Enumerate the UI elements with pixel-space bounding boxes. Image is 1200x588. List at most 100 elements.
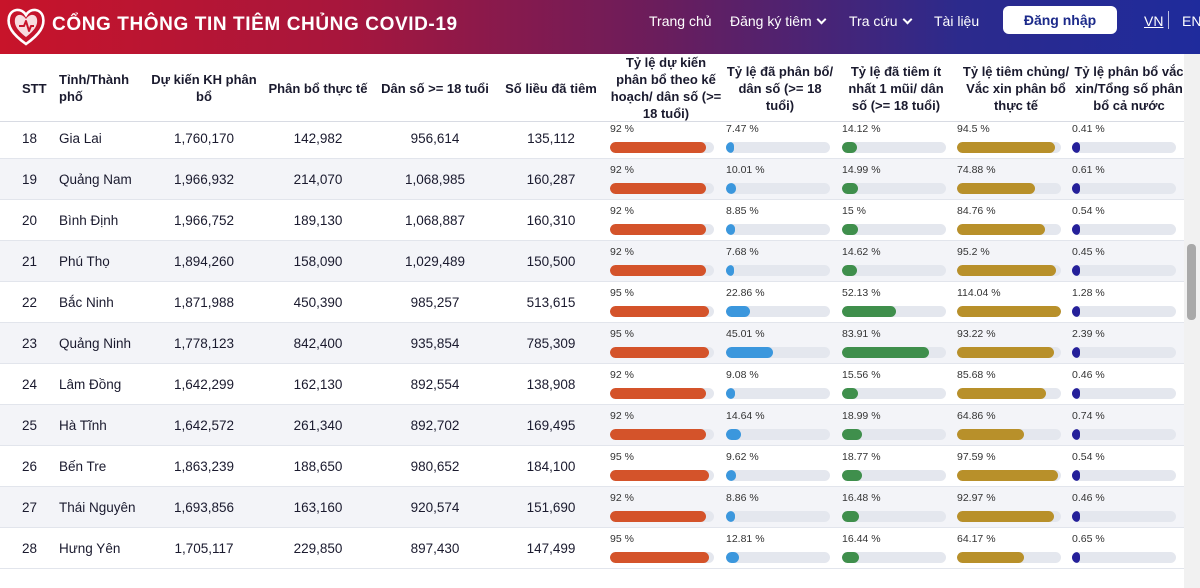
rate-dose1-progress-track: [842, 183, 946, 194]
rate-used-label: 85.68 %: [957, 369, 996, 381]
rate-used-cell: 64.17 %: [957, 532, 1061, 566]
rate-dose1-label: 18.77 %: [842, 451, 881, 463]
site-title[interactable]: CỔNG THÔNG TIN TIÊM CHỦNG COVID-19: [52, 14, 458, 35]
cell-stt: 27: [22, 500, 38, 515]
rate-national-progress-fill: [1072, 388, 1080, 399]
lang-en-link[interactable]: EN: [1182, 13, 1200, 29]
rate-national-progress-track: [1072, 224, 1176, 235]
col-header-province[interactable]: Tỉnh/Thành phố: [59, 72, 130, 104]
cell-doses: 160,310: [526, 213, 576, 228]
heart-logo-icon[interactable]: [6, 4, 46, 48]
cell-doses: 150,500: [526, 254, 576, 269]
table-row[interactable]: 26 Bến Tre 1,863,239 188,650 980,652 184,100 9…: [0, 446, 1184, 487]
rate-dose1-progress-fill: [842, 265, 858, 276]
rate-used-progress-track: [957, 224, 1061, 235]
cell-province: Bến Tre: [59, 459, 107, 474]
rate-used-progress-track: [957, 429, 1061, 440]
rate-used-cell: 74.88 %: [957, 163, 1061, 197]
scrollbar-track[interactable]: [1184, 54, 1200, 588]
rate-alloc-progress-track: [726, 224, 830, 235]
table-row[interactable]: 24 Lâm Đồng 1,642,299 162,130 892,554 138,908…: [0, 364, 1184, 405]
nav-register-label: Đăng ký tiêm: [730, 13, 812, 29]
rate-used-cell: 85.68 %: [957, 368, 1061, 402]
table-row[interactable]: 20 Bình Định 1,966,752 189,130 1,068,887 160,…: [0, 200, 1184, 241]
rate-alloc-cell: 8.85 %: [726, 204, 830, 238]
rate-used-progress-fill: [957, 265, 1056, 276]
nav-home[interactable]: Trang chủ: [649, 13, 712, 29]
nav-lookup[interactable]: Tra cứu: [849, 13, 912, 29]
table-row[interactable]: 28 Hưng Yên 1,705,117 229,850 897,430 147,499…: [0, 528, 1184, 569]
rate-used-progress-fill: [957, 347, 1054, 358]
scrollbar-thumb[interactable]: [1187, 244, 1196, 320]
cell-province: Phú Thọ: [59, 254, 110, 269]
cell-plan: 1,760,170: [173, 131, 235, 146]
rate-dose1-cell: 14.12 %: [842, 122, 946, 156]
rate-dose1-label: 16.48 %: [842, 492, 881, 504]
table-row[interactable]: 18 Gia Lai 1,760,170 142,982 956,614 135,112 9…: [0, 118, 1184, 159]
cell-doses: 169,495: [526, 418, 576, 433]
rate-used-label: 93.22 %: [957, 328, 996, 340]
table-row[interactable]: 25 Hà Tĩnh 1,642,572 261,340 892,702 169,495 9…: [0, 405, 1184, 446]
rate-dose1-progress-track: [842, 142, 946, 153]
nav-documents[interactable]: Tài liệu: [934, 13, 979, 29]
cell-stt: 28: [22, 541, 38, 556]
table-row[interactable]: 23 Quảng Ninh 1,778,123 842,400 935,854 785,3…: [0, 323, 1184, 364]
col-header-rate-national[interactable]: Tỷ lệ phân bổ vắc xin/Tổng số phân bổ cả…: [1074, 63, 1184, 113]
rate-national-label: 0.46 %: [1072, 369, 1105, 381]
cell-actual: 189,130: [293, 213, 343, 228]
cell-population: 956,614: [410, 131, 460, 146]
rate-national-cell: 0.45 %: [1072, 245, 1176, 279]
cell-population: 892,702: [410, 418, 460, 433]
rate-plan-progress-fill: [610, 388, 706, 399]
rate-alloc-cell: 14.64 %: [726, 409, 830, 443]
col-header-rate-used[interactable]: Tỷ lệ tiêm chủng/ Vắc xin phân bổ thực t…: [962, 63, 1070, 113]
rate-alloc-progress-track: [726, 388, 830, 399]
col-header-actual[interactable]: Phân bổ thực tế: [268, 80, 368, 96]
table-row[interactable]: 22 Bắc Ninh 1,871,988 450,390 985,257 513,615…: [0, 282, 1184, 323]
rate-national-label: 0.65 %: [1072, 533, 1105, 545]
table-row[interactable]: 19 Quảng Nam 1,966,932 214,070 1,068,985 160,…: [0, 159, 1184, 200]
rate-plan-label: 95 %: [610, 533, 634, 545]
login-button[interactable]: Đăng nhập: [1003, 6, 1117, 34]
rate-used-progress-track: [957, 347, 1061, 358]
rate-used-progress-track: [957, 306, 1061, 317]
cell-population: 892,554: [410, 377, 460, 392]
cell-actual: 158,090: [293, 254, 343, 269]
rate-alloc-progress-fill: [726, 552, 740, 563]
rate-plan-label: 92 %: [610, 246, 634, 258]
cell-province: Hưng Yên: [59, 541, 121, 556]
cell-doses: 151,690: [526, 500, 576, 515]
rate-dose1-progress-track: [842, 470, 946, 481]
col-header-doses[interactable]: Số liều đã tiêm: [505, 80, 597, 96]
rate-dose1-progress-fill: [842, 142, 857, 153]
rate-used-progress-fill: [957, 142, 1056, 153]
lang-vn-link[interactable]: VN: [1144, 13, 1164, 29]
rate-alloc-cell: 22.86 %: [726, 286, 830, 320]
cell-province: Lâm Đồng: [59, 377, 122, 392]
chevron-down-icon: [816, 14, 827, 24]
col-header-plan[interactable]: Dự kiến KH phân bổ: [151, 72, 257, 104]
rate-national-cell: 1.28 %: [1072, 286, 1176, 320]
rate-dose1-label: 14.99 %: [842, 164, 881, 176]
cell-province: Thái Nguyên: [59, 500, 136, 515]
table-row[interactable]: 27 Thái Nguyên 1,693,856 163,160 920,574 151,…: [0, 487, 1184, 528]
rate-alloc-progress-track: [726, 306, 830, 317]
rate-dose1-progress-track: [842, 388, 946, 399]
col-header-rate-alloc[interactable]: Tỷ lệ đã phân bổ/ dân số (>= 18 tuổi): [726, 63, 834, 113]
col-header-rate-dose1[interactable]: Tỷ lệ đã tiêm ít nhất 1 mũi/ dân số (>= …: [848, 63, 944, 113]
col-header-rate-plan[interactable]: Tỷ lệ dự kiến phân bổ theo kế hoạch/ dân…: [610, 55, 722, 121]
rate-used-cell: 94.5 %: [957, 122, 1061, 156]
rate-alloc-label: 12.81 %: [726, 533, 765, 545]
rate-alloc-progress-fill: [726, 183, 737, 194]
col-header-population[interactable]: Dân số >= 18 tuổi: [381, 80, 489, 96]
rate-dose1-label: 83.91 %: [842, 328, 881, 340]
rate-dose1-label: 16.44 %: [842, 533, 881, 545]
table-row[interactable]: 21 Phú Thọ 1,894,260 158,090 1,029,489 150,50…: [0, 241, 1184, 282]
cell-doses: 785,309: [526, 336, 576, 351]
rate-national-progress-track: [1072, 429, 1176, 440]
rate-plan-progress-fill: [610, 429, 706, 440]
rate-dose1-progress-fill: [842, 429, 862, 440]
col-header-stt[interactable]: STT: [22, 80, 47, 96]
nav-register[interactable]: Đăng ký tiêm: [730, 13, 827, 29]
cell-population: 897,430: [410, 541, 460, 556]
